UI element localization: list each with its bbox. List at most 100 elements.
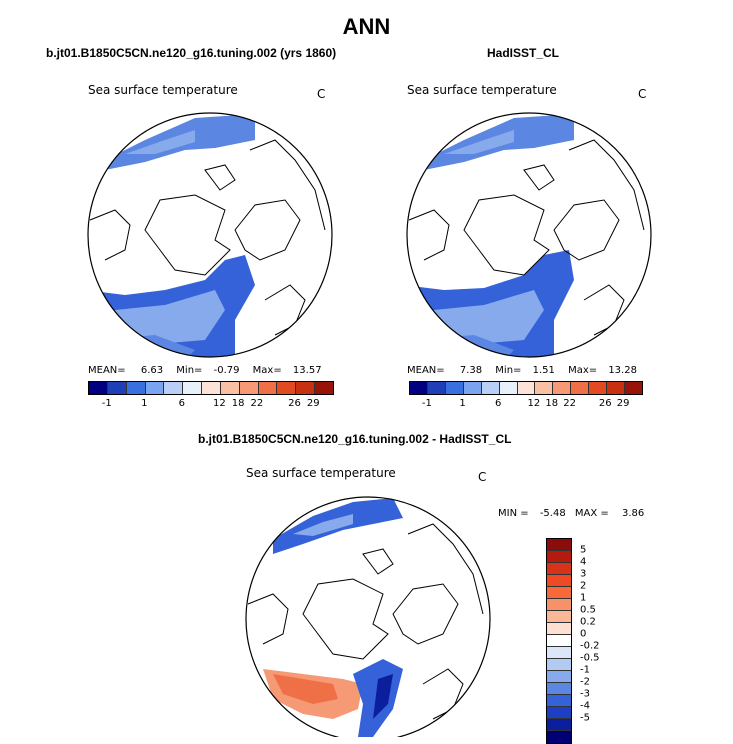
colorbar-swatch	[517, 382, 536, 394]
panel-2-min-label: Min=	[495, 365, 522, 376]
panel-1-stats: MEAN= 6.63 Min= -0.79 Max= 13.57	[88, 365, 338, 376]
colorbar-tick-label: 29	[616, 398, 630, 409]
colorbar-swatch	[547, 635, 571, 647]
colorbar-swatch	[535, 382, 554, 394]
colorbar-swatch	[547, 599, 571, 611]
colorbar-swatch	[277, 382, 297, 394]
colorbar-swatch	[126, 382, 146, 394]
colorbar-swatch	[315, 382, 333, 394]
colorbar-swatch	[547, 683, 571, 695]
colorbar-tick-label: 1	[580, 592, 587, 604]
colorbar-swatch	[547, 707, 571, 719]
colorbar-swatch	[589, 382, 608, 394]
panel-2-variable-label: Sea surface temperature	[407, 83, 557, 97]
colorbar-swatch	[547, 695, 571, 707]
colorbar-tick-label: 18	[545, 398, 559, 409]
panel-3-colorbar	[546, 538, 572, 744]
colorbar-tick-label: 22	[250, 398, 264, 409]
colorbar-swatch	[547, 575, 571, 587]
colorbar-swatch	[547, 671, 571, 683]
colorbar-tick-label: -1	[101, 398, 112, 409]
colorbar-swatch	[571, 382, 590, 394]
panel-2-max-value: 13.28	[608, 365, 637, 376]
panel-2-title: HadISST_CL	[487, 46, 560, 60]
panel-3-min-label: MIN =	[498, 508, 529, 519]
panel-3-title: b.jt01.B1850C5CN.ne120_g16.tuning.002 - …	[198, 432, 512, 446]
colorbar-tick-label: 6	[178, 398, 186, 409]
colorbar-tick-label: 18	[231, 398, 245, 409]
colorbar-swatch	[607, 382, 626, 394]
panel-2-colorbar	[409, 381, 643, 395]
colorbar-tick-label: 22	[563, 398, 576, 409]
panel-2-colorbar-ticks: -1 1 6 12 18 22 26 29	[409, 398, 641, 412]
colorbar-tick-label: -2	[580, 676, 590, 688]
colorbar-swatch	[410, 382, 428, 394]
colorbar-tick-label: -0.5	[580, 652, 600, 664]
colorbar-tick-label: 0.5	[580, 604, 596, 616]
colorbar-tick-label: 0.2	[580, 616, 596, 628]
colorbar-tick-label: 12	[213, 398, 226, 409]
panel-3-units: C	[478, 470, 487, 484]
colorbar-swatch	[481, 382, 500, 394]
colorbar-tick-label: 1	[459, 398, 466, 409]
colorbar-swatch	[625, 382, 642, 394]
panel-1-max-value: 13.57	[292, 365, 322, 376]
panel-2-units: C	[638, 87, 647, 101]
colorbar-swatch	[499, 382, 518, 394]
colorbar-swatch	[547, 539, 571, 551]
colorbar-tick-label: 5	[580, 544, 587, 556]
colorbar-swatch	[553, 382, 572, 394]
colorbar-swatch	[239, 382, 259, 394]
colorbar-tick-label: 29	[306, 398, 320, 409]
colorbar-tick-label: -0.2	[580, 640, 600, 652]
panel-3-max-value: 3.86	[621, 508, 645, 519]
colorbar-tick-label: 2	[580, 580, 587, 592]
colorbar-tick-label: -5	[580, 712, 590, 724]
colorbar-tick-label: -1	[580, 664, 590, 676]
colorbar-swatch	[89, 382, 108, 394]
colorbar-swatch	[107, 382, 127, 394]
colorbar-tick-label: -4	[580, 700, 590, 712]
colorbar-swatch	[183, 382, 203, 394]
colorbar-tick-label: 1	[141, 398, 148, 409]
panel-2-stats: MEAN= 7.38 Min= 1.51 Max= 13.28	[407, 365, 657, 376]
panel-1-units: C	[317, 87, 326, 101]
colorbar-swatch	[258, 382, 278, 394]
panel-1-mean-value: 6.63	[140, 365, 164, 376]
colorbar-swatch	[427, 382, 446, 394]
colorbar-swatch	[547, 563, 571, 575]
colorbar-swatch	[164, 382, 184, 394]
panel-2-mean-value: 7.38	[459, 365, 483, 376]
colorbar-swatch	[547, 731, 571, 743]
panel-1-max-label: Max=	[252, 365, 282, 376]
panel-2-max-label: Max=	[568, 365, 598, 376]
main-title: ANN	[342, 14, 391, 39]
panel-1-min-label: Min=	[176, 365, 203, 376]
colorbar-tick-label: 4	[580, 556, 587, 568]
colorbar-swatch	[547, 659, 571, 671]
colorbar-tick-label: 26	[598, 398, 612, 409]
colorbar-tick-label: 3	[580, 568, 587, 580]
colorbar-tick-label: 0	[580, 628, 587, 640]
panel-2-mean-label: MEAN=	[407, 365, 445, 376]
colorbar-tick-label: -1	[421, 398, 432, 409]
colorbar-tick-label: 12	[527, 398, 541, 409]
panel-1-mean-label: MEAN=	[88, 365, 126, 376]
colorbar-swatch	[547, 719, 571, 731]
panel-2-min-value: 1.51	[532, 365, 555, 376]
colorbar-tick-label: 6	[495, 398, 502, 409]
panel-3-variable-label: Sea surface temperature	[246, 466, 396, 480]
colorbar-tick-label: -3	[580, 688, 590, 700]
colorbar-swatch	[202, 382, 221, 394]
colorbar-swatch	[547, 611, 571, 623]
panel-1-colorbar	[88, 381, 334, 395]
colorbar-swatch	[547, 623, 571, 635]
panel-2-map	[406, 112, 652, 358]
panel-1-colorbar-ticks: -1 1 6 12 18 22 26 29	[88, 398, 332, 412]
colorbar-swatch	[445, 382, 464, 394]
panel-1-min-value: -0.79	[213, 365, 240, 376]
panel-1-map	[87, 112, 333, 358]
panel-1-title: b.jt01.B1850C5CN.ne120_g16.tuning.002 (y…	[46, 46, 337, 60]
colorbar-swatch	[220, 382, 240, 394]
colorbar-tick-label: 26	[288, 398, 301, 409]
